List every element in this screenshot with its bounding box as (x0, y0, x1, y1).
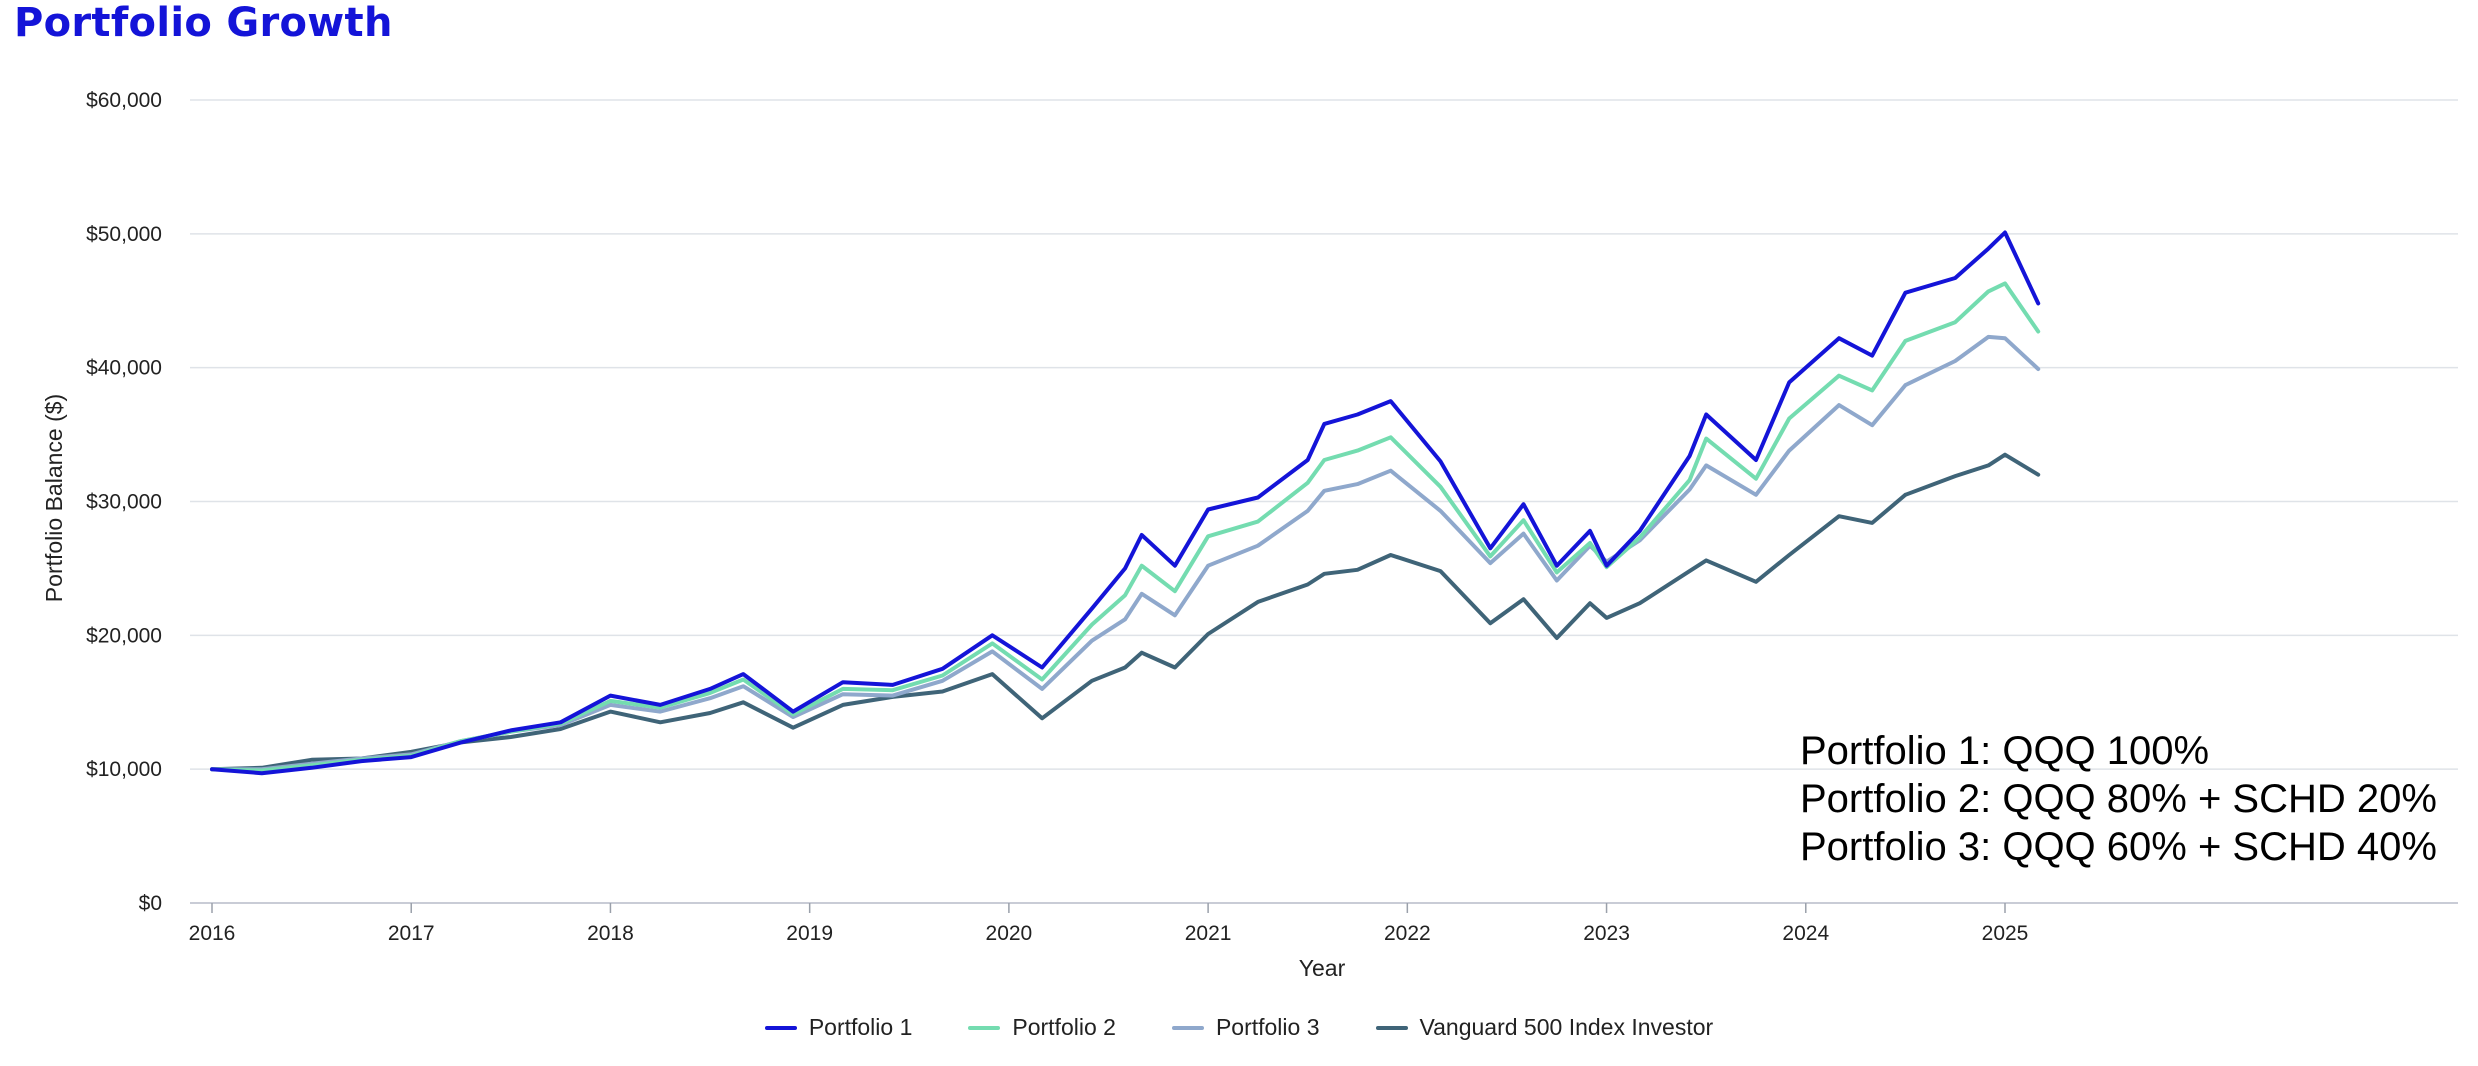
x-axis-label: Year (1299, 955, 1346, 981)
x-tick-label: 2022 (1384, 922, 1431, 945)
y-tick-label: $30,000 (86, 491, 162, 514)
x-tick-label: 2024 (1782, 922, 1829, 945)
legend-swatch (968, 1025, 1001, 1030)
series-line-2 (210, 281, 2041, 773)
x-tick-label: 2023 (1583, 922, 1630, 945)
legend-label: Portfolio 3 (1215, 1014, 1320, 1040)
y-tick-label: $10,000 (86, 758, 162, 781)
x-tick-label: 2020 (986, 922, 1033, 945)
legend-label: Portfolio 2 (1012, 1014, 1116, 1040)
series-line-3 (210, 334, 2041, 772)
legend-swatch (1375, 1025, 1408, 1030)
y-tick-label: $60,000 (86, 89, 162, 112)
y-axis-ticks: $0 $10,000 $20,000 $30,000 $40,000 $50,000 $60… (86, 89, 162, 915)
legend-item[interactable]: Portfolio 1 (764, 1014, 913, 1041)
legend: Portfolio 1 Portfolio 2 Portfolio 3 Vanguar… (0, 1014, 2478, 1041)
x-tick-label: 2016 (189, 922, 236, 945)
x-tick-label: 2021 (1185, 922, 1232, 945)
legend-label: Portfolio 1 (808, 1014, 913, 1040)
legend-item[interactable]: Vanguard 500 Index Investor (1375, 1014, 1714, 1041)
y-tick-label: $0 (139, 892, 162, 915)
annotation-box: Portfolio 1: QQQ 100%Portfolio 2: QQQ 80… (1800, 729, 2437, 869)
legend-swatch (1171, 1025, 1204, 1030)
grid (190, 99, 2458, 904)
x-tick-label: 2019 (786, 922, 833, 945)
y-axis-label: Portfolio Balance ($) (41, 394, 67, 602)
y-tick-label: $40,000 (86, 357, 162, 380)
x-tick-label: 2025 (1982, 922, 2029, 945)
series-line-4 (210, 452, 2041, 772)
x-tick-label: 2017 (388, 922, 435, 945)
portfolio-annotation: Portfolio 2: QQQ 80% + SCHD 20% (1800, 777, 2437, 821)
portfolio-annotation: Portfolio 3: QQQ 60% + SCHD 40% (1800, 825, 2437, 869)
x-axis-ticks: 2016 2017 2018 2019 2020 2021 2022 2023 2024 2025 (189, 903, 2029, 945)
legend-item[interactable]: Portfolio 3 (1171, 1014, 1320, 1041)
y-tick-label: $50,000 (86, 223, 162, 246)
portfolio-annotation: Portfolio 1: QQQ 100% (1800, 729, 2209, 773)
legend-swatch (764, 1025, 797, 1030)
chart-title: Portfolio Growth (14, 0, 393, 46)
x-tick-label: 2018 (587, 922, 634, 945)
series-line-1 (210, 230, 2041, 776)
legend-label: Vanguard 500 Index Investor (1419, 1014, 1714, 1040)
series-lines (210, 230, 2041, 776)
legend-item[interactable]: Portfolio 2 (968, 1014, 1116, 1041)
y-tick-label: $20,000 (86, 624, 162, 647)
